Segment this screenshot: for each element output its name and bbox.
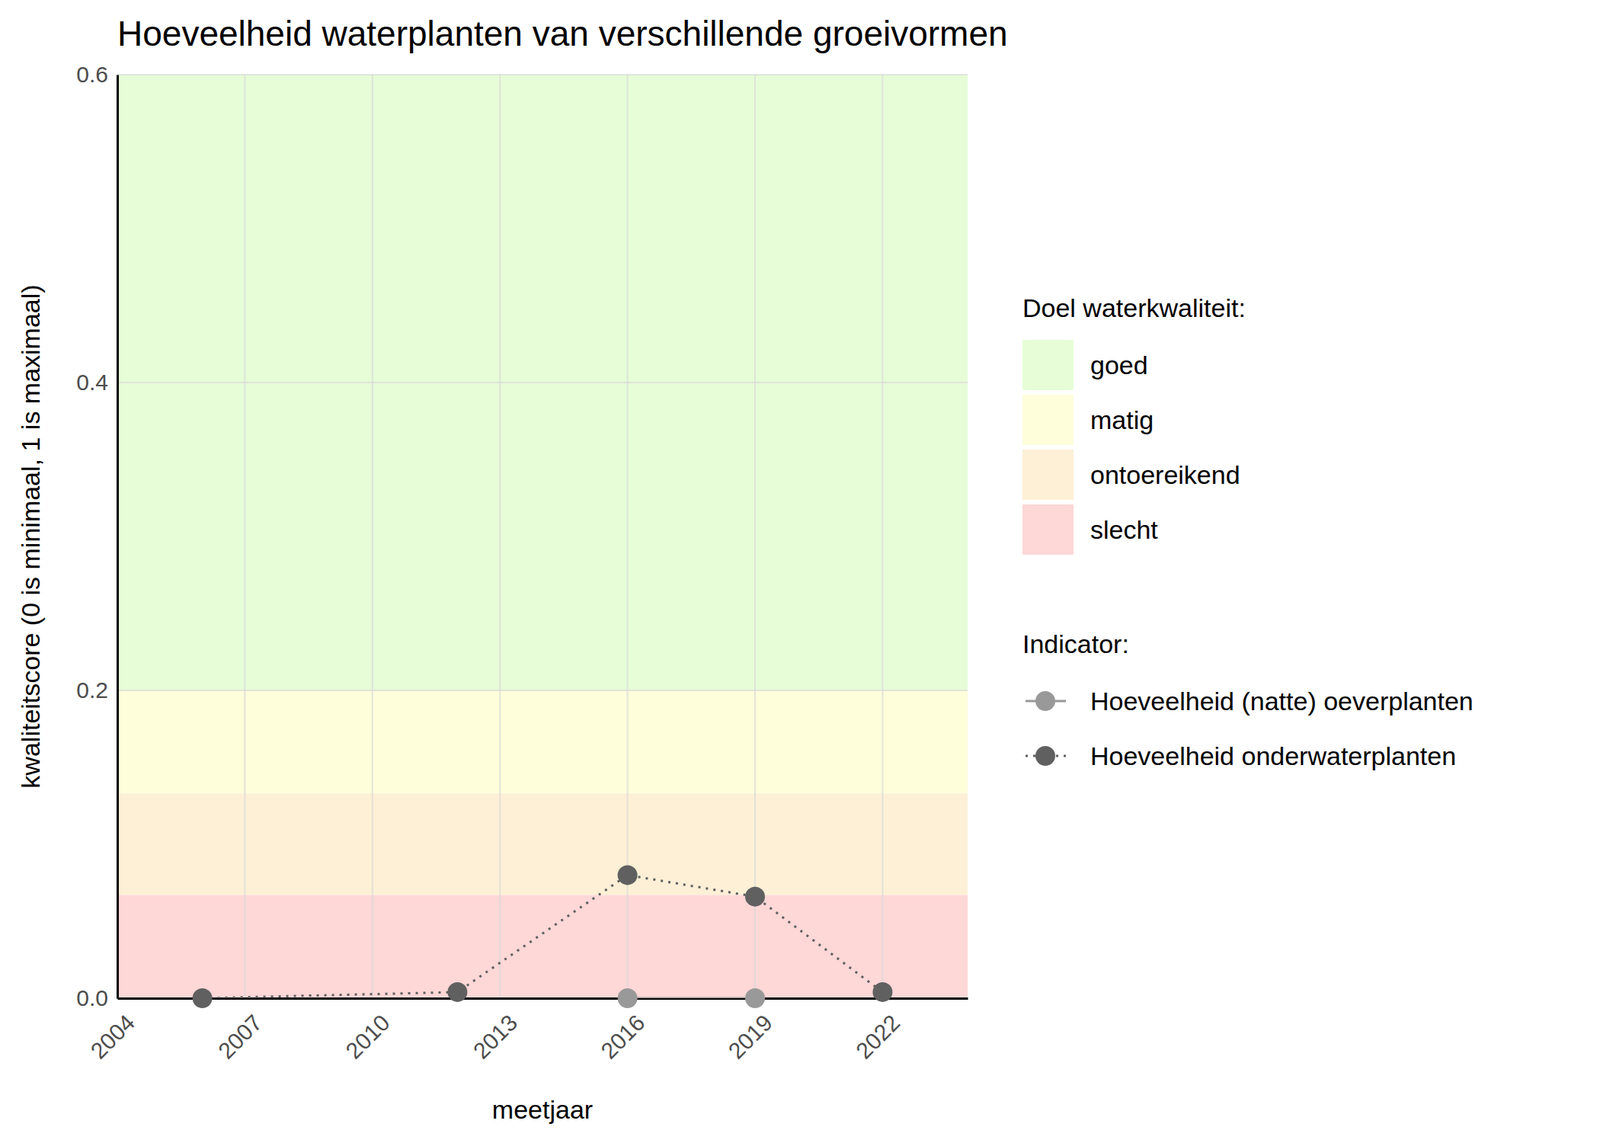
- series-point: [745, 886, 765, 907]
- x-tick-label: 2019: [723, 1009, 778, 1064]
- x-tick: 2013: [468, 998, 523, 1064]
- grid-line-x: [499, 74, 501, 999]
- series-point: [192, 988, 213, 1008]
- grid-line-y: [117, 997, 968, 999]
- y-tick: 0.0: [76, 985, 118, 1011]
- series-point: [447, 982, 468, 1002]
- grid-line-x: [754, 74, 756, 999]
- grid-line-x: [116, 74, 119, 999]
- x-axis-title: meetjaar: [492, 1094, 593, 1124]
- grid-line-x: [881, 74, 884, 999]
- y-axis-title: kwaliteitscore (0 is minimaal, 1 is maxi…: [16, 284, 45, 788]
- legend-marker: [1035, 745, 1056, 766]
- chart: 2004 2007 2010 2013 2016 2019 2022 0.0 0.2 0.4 0.6…: [0, 0, 1600, 1143]
- points: [192, 864, 893, 1008]
- legend-swatch: [1022, 394, 1074, 445]
- grid-line-y: [117, 73, 968, 76]
- grid-line-x: [371, 74, 374, 999]
- y-tick-label: 0.0: [76, 985, 109, 1011]
- series-point: [872, 982, 893, 1002]
- x-tick: 2016: [595, 998, 650, 1064]
- grid-line-y: [117, 689, 968, 692]
- grid-line-y: [117, 381, 968, 384]
- bands: [117, 74, 968, 999]
- y-tick-label: 0.4: [76, 369, 109, 395]
- legend-title: Doel waterkwaliteit:: [1022, 293, 1246, 323]
- x-tick-label: 2007: [213, 1009, 268, 1064]
- series-line: [202, 874, 884, 999]
- y-axis-line: [116, 75, 119, 999]
- legend-swatch: [1022, 504, 1074, 555]
- series-line: [627, 997, 756, 999]
- grid-line-x: [627, 74, 629, 999]
- y-tick-label: 0.2: [76, 677, 109, 703]
- x-tick-label: 2022: [851, 1009, 906, 1064]
- x-tick: 2019: [723, 998, 778, 1064]
- title: Hoeveelheid waterplanten van verschillen…: [117, 13, 1008, 54]
- legend-label: goed: [1090, 350, 1149, 380]
- y-axis: 0.0 0.2 0.4 0.6: [76, 61, 118, 1011]
- grid: [117, 74, 968, 999]
- series-point: [617, 864, 638, 885]
- x-tick-label: 2013: [468, 1009, 523, 1064]
- legend-label: Hoeveelheid onderwaterplanten: [1090, 741, 1456, 771]
- x-tick-label: 2010: [340, 1009, 395, 1064]
- series-point: [745, 988, 765, 1008]
- lines: [202, 874, 884, 999]
- legend-swatch: [1022, 339, 1074, 391]
- x-tick: 2022: [851, 998, 906, 1064]
- x-tick-label: 2004: [85, 1009, 140, 1064]
- legend-label: ontoereikend: [1090, 460, 1241, 490]
- x-axis-line: [118, 997, 969, 1000]
- legend-swatch: [1022, 449, 1074, 500]
- grid-line-x: [243, 74, 246, 999]
- legend-label: Hoeveelheid (natte) oeverplanten: [1090, 686, 1474, 716]
- x-axis: 2004 2007 2010 2013 2016 2019 2022: [85, 998, 968, 1064]
- y-tick: 0.4: [76, 369, 118, 395]
- legend: Doel waterkwaliteit: goed matig ontoereiken…: [1022, 293, 1474, 771]
- x-tick: 2010: [340, 998, 395, 1064]
- legend-marker: [1035, 691, 1056, 711]
- legend-label: matig: [1090, 405, 1154, 435]
- x-tick: 2007: [213, 998, 268, 1064]
- series-point: [617, 988, 638, 1008]
- legend-label: slecht: [1090, 515, 1159, 544]
- y-tick-label: 0.6: [76, 61, 109, 87]
- y-tick: 0.6: [76, 61, 118, 87]
- x-tick-label: 2016: [595, 1009, 650, 1064]
- y-tick: 0.2: [76, 677, 118, 703]
- legend-title: Indicator:: [1022, 629, 1130, 659]
